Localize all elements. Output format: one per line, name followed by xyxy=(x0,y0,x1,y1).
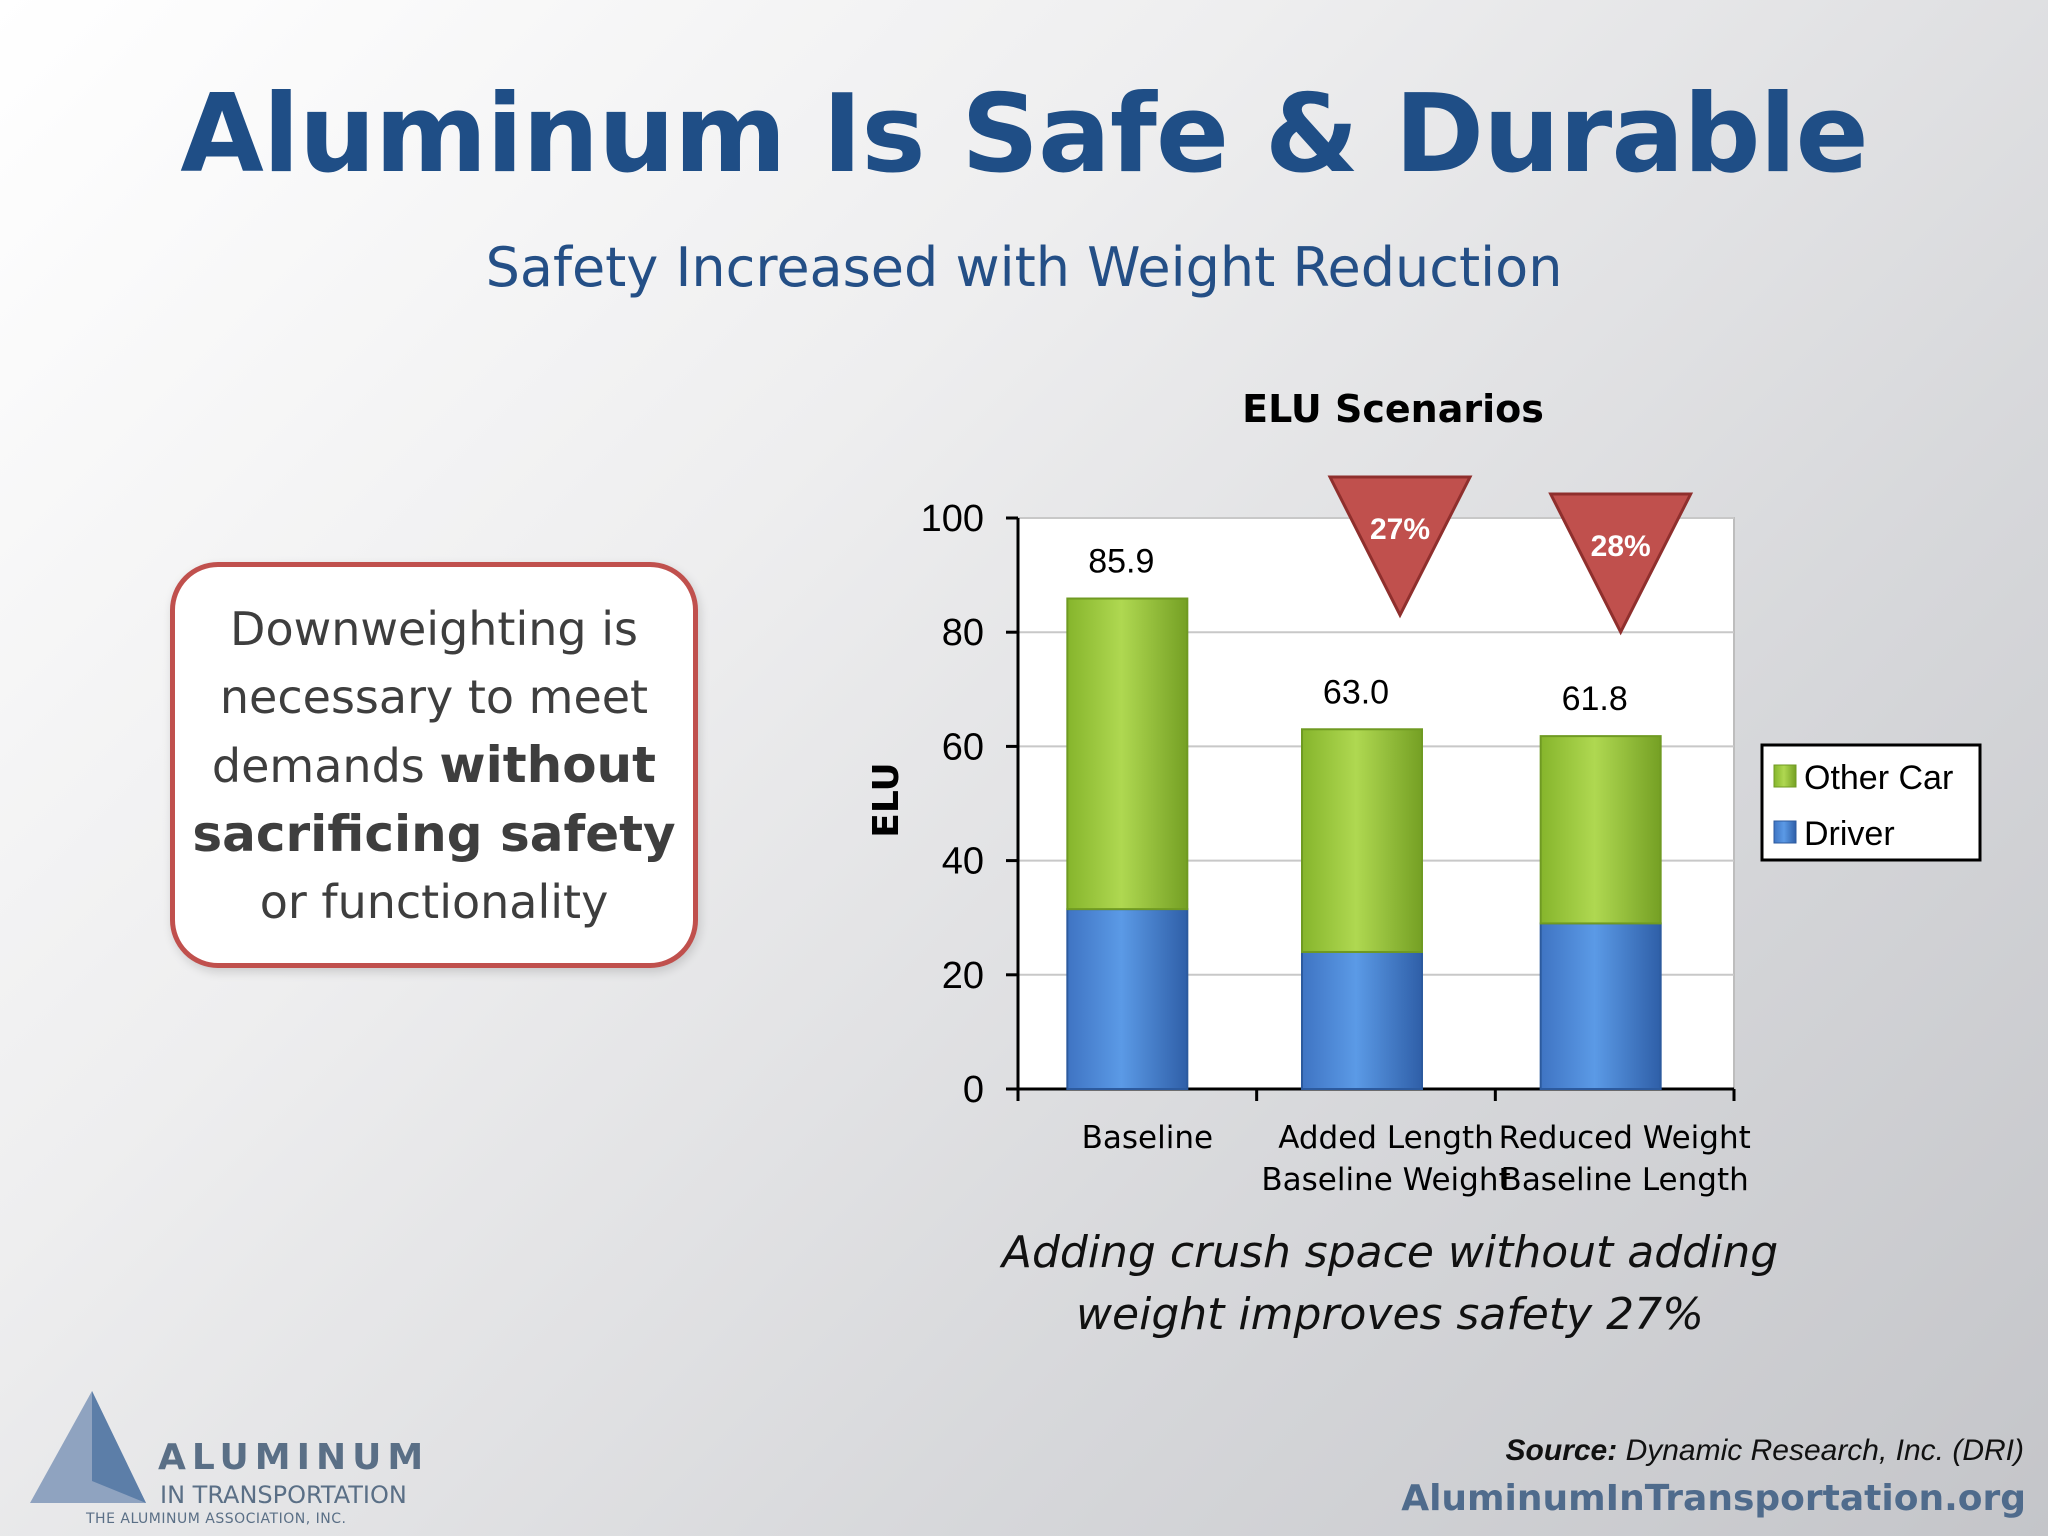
legend-label: Driver xyxy=(1804,815,1895,853)
bar-driver xyxy=(1066,908,1189,1091)
y-axis-label: ELU xyxy=(866,762,907,837)
bar-other-car xyxy=(1066,597,1189,911)
callout-line-4: sacrificing safety xyxy=(192,804,676,863)
bar-other-car xyxy=(1301,728,1423,953)
legend-swatch xyxy=(1773,764,1797,788)
bar-driver xyxy=(1539,922,1662,1090)
callout-line-3: demands without xyxy=(212,731,656,800)
slide-title: Aluminum Is Safe & Durable xyxy=(180,72,1869,197)
callout-line-3-plain: demands xyxy=(211,738,440,793)
x-category-label: Baseline xyxy=(1082,1120,1213,1156)
bar-other-car xyxy=(1539,735,1662,925)
callout-line-3-bold: without xyxy=(439,735,657,794)
y-tick-label: 80 xyxy=(942,612,984,654)
source-text: Dynamic Research, Inc. (DRI) xyxy=(1617,1434,2024,1467)
y-tick-label: 40 xyxy=(942,841,984,883)
caption-line-2: weight improves safety 27% xyxy=(1076,1289,1704,1340)
bar-driver xyxy=(1301,950,1423,1091)
reduction-label: 28% xyxy=(1591,530,1651,563)
y-tick-label: 60 xyxy=(942,726,984,768)
slide-subtitle: Safety Increased with Weight Reduction xyxy=(485,236,1563,299)
x-category-label: Baseline Length xyxy=(1501,1162,1749,1198)
chart-title: ELU Scenarios xyxy=(1242,387,1544,431)
callout-line-2: necessary to meet xyxy=(219,669,649,724)
logo-word-transportation: IN TRANSPORTATION xyxy=(160,1481,407,1509)
triangle-logo-icon xyxy=(30,1391,146,1503)
callout-line-1: Downweighting is xyxy=(230,601,638,656)
x-category-label: Reduced Weight xyxy=(1499,1120,1751,1156)
callout-box: Downweighting is necessary to meet deman… xyxy=(170,562,698,968)
aluminum-logo: ALUMINUM IN TRANSPORTATION THE ALUMINUM … xyxy=(26,1385,426,1535)
site-url[interactable]: AluminumInTransportation.org xyxy=(1401,1478,2026,1519)
x-category-label: Added Length xyxy=(1278,1120,1494,1156)
caption-line-1: Adding crush space without adding xyxy=(1001,1227,1779,1278)
bar-total-label: 85.9 xyxy=(1088,543,1154,581)
y-tick-label: 20 xyxy=(942,955,984,997)
reduction-triangle-icon xyxy=(1548,492,1694,636)
y-tick-label: 100 xyxy=(921,498,984,540)
legend-swatch xyxy=(1773,820,1797,844)
source-label: Source: xyxy=(1505,1434,1618,1467)
legend-label: Other Car xyxy=(1804,759,1953,797)
x-category-label: Baseline Weight xyxy=(1261,1162,1510,1198)
callout-line-5: or functionality xyxy=(259,874,609,929)
reduction-triangle-icon xyxy=(1327,475,1473,619)
chart-caption: Adding crush space without adding weight… xyxy=(960,1222,1820,1346)
logo-word-association: THE ALUMINUM ASSOCIATION, INC. xyxy=(86,1511,347,1527)
y-tick-label: 0 xyxy=(963,1069,984,1111)
logo-word-aluminum: ALUMINUM xyxy=(158,1437,430,1478)
bar-total-label: 63.0 xyxy=(1323,673,1389,711)
reduction-label: 27% xyxy=(1370,513,1430,546)
legend-box xyxy=(1760,743,1982,862)
source-note: Source: Dynamic Research, Inc. (DRI) xyxy=(1506,1434,2024,1468)
bar-total-label: 61.8 xyxy=(1562,680,1628,718)
